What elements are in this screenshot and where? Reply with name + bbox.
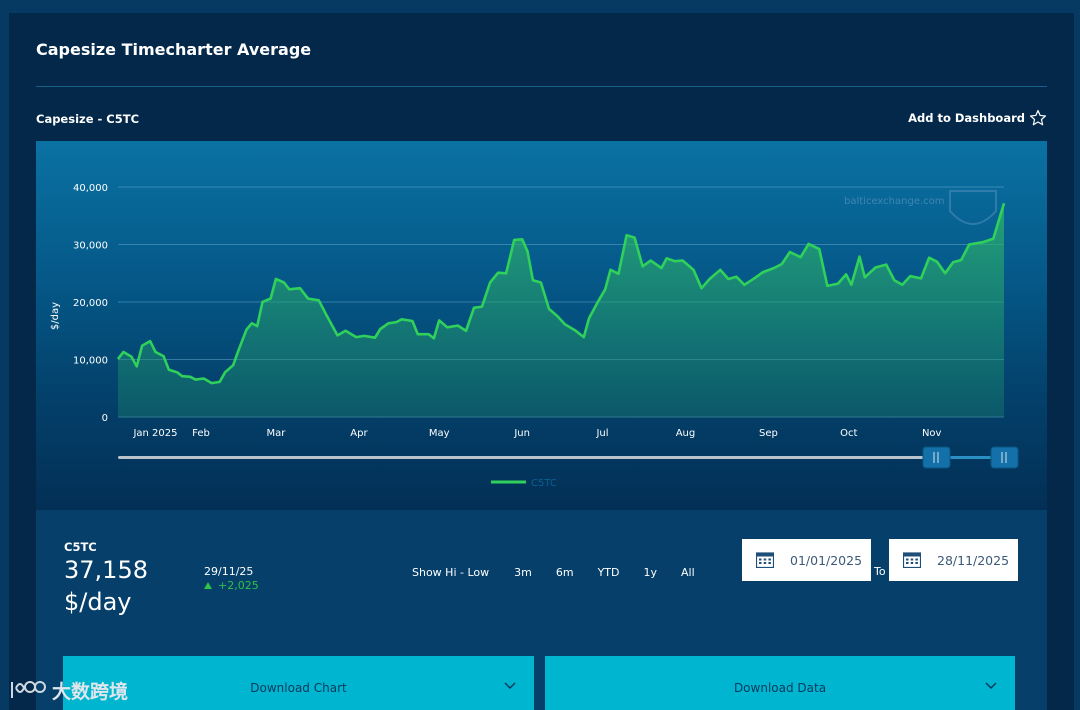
range-all-button[interactable]: All — [681, 566, 695, 579]
chevron-down-icon[interactable] — [985, 682, 997, 690]
to-date-field[interactable]: 28/11/2025 — [889, 539, 1018, 581]
up-arrow-icon — [204, 582, 212, 589]
chart: balticexchange.com 0 10,000 20,000 30,000 40… — [50, 183, 1019, 489]
legend[interactable]: C5TC — [491, 478, 557, 489]
x-tick-label: Nov — [922, 428, 942, 439]
y-tick-label: 40,000 — [73, 183, 108, 194]
range-ytd-button[interactable]: YTD — [597, 566, 620, 579]
value-unit: $/day — [64, 588, 132, 616]
navigator-handle-left[interactable] — [922, 446, 951, 469]
add-to-dashboard-button[interactable]: Add to Dashboard — [908, 111, 1025, 125]
x-tick-label: Sep — [759, 428, 778, 439]
chart-subtitle: Capesize - C5TC — [36, 112, 140, 126]
x-tick-label: Oct — [840, 428, 857, 439]
index-label: C5TC — [64, 540, 97, 554]
chevron-down-icon[interactable] — [504, 682, 516, 690]
navigator-track[interactable] — [118, 456, 926, 459]
y-axis-label: $/day — [50, 302, 61, 330]
x-tick-label: Jul — [595, 428, 608, 439]
info-panel: C5TC 37,158 $/day 29/11/25 +2,025 Show H… — [36, 510, 1047, 710]
download-data-button[interactable]: Download Data — [545, 656, 1015, 710]
series-line-c5tc[interactable] — [116, 202, 1006, 385]
page-title: Capesize Timecharter Average — [36, 40, 312, 59]
to-label: To — [874, 565, 886, 578]
range-buttons: Show Hi - Low 3m 6m YTD 1y All — [412, 566, 715, 579]
watermark-logo-icon — [11, 681, 46, 698]
chart-card: Capesize Timecharter Average Capesize - … — [9, 13, 1074, 710]
x-tick-label: Feb — [192, 428, 210, 439]
x-tick-label: Jun — [513, 428, 530, 439]
from-date-value: 01/01/2025 — [790, 552, 863, 568]
calendar-icon[interactable] — [756, 552, 774, 568]
x-tick-label: Jan 2025 — [132, 428, 177, 439]
download-chart-button[interactable]: Download Chart — [63, 656, 534, 710]
value-date: 29/11/25 — [204, 565, 254, 578]
value-number: 37,158 — [64, 556, 148, 584]
corner-watermark: 大数跨境 — [11, 680, 128, 703]
calendar-icon[interactable] — [903, 552, 921, 568]
value-change: +2,025 — [204, 579, 259, 592]
star-icon[interactable] — [1029, 109, 1047, 127]
range-1y-button[interactable]: 1y — [643, 566, 658, 579]
download-data-label: Download Data — [733, 681, 827, 695]
chart-watermark: balticexchange.com — [844, 196, 945, 207]
x-tick-label: Apr — [350, 428, 368, 439]
navigator-selected-range[interactable] — [936, 456, 1006, 459]
chart-panel: balticexchange.com 0 10,000 20,000 30,000 40… — [36, 141, 1047, 510]
show-hi-low-button[interactable]: Show Hi - Low — [412, 566, 490, 579]
range-3m-button[interactable]: 3m — [514, 566, 532, 579]
current-value: 37,158 $/day — [64, 554, 148, 618]
series-area — [118, 203, 1004, 417]
download-chart-label: Download Chart — [250, 681, 347, 695]
divider — [36, 86, 1047, 87]
shield-icon — [949, 190, 997, 225]
y-tick-label: 30,000 — [73, 241, 108, 252]
navigator-handle-right[interactable] — [990, 446, 1019, 469]
y-tick-label: 10,000 — [73, 356, 108, 367]
legend-label: C5TC — [531, 478, 557, 489]
range-6m-button[interactable]: 6m — [555, 566, 574, 579]
watermark-text: 大数跨境 — [52, 680, 128, 703]
y-tick-label: 20,000 — [73, 298, 108, 309]
to-date-value: 28/11/2025 — [937, 552, 1010, 568]
change-text: +2,025 — [218, 579, 259, 592]
y-tick-label: 0 — [102, 413, 108, 424]
x-tick-label: Mar — [266, 428, 286, 439]
from-date-field[interactable]: 01/01/2025 — [742, 539, 871, 581]
x-tick-label: Aug — [676, 428, 696, 439]
x-tick-label: May — [429, 428, 450, 439]
